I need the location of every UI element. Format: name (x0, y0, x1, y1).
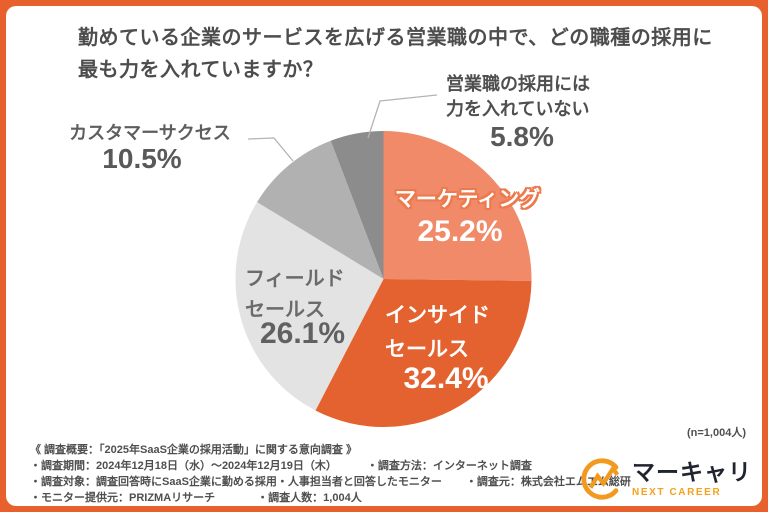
survey-count: ・調査人数：1,004人 (257, 492, 362, 504)
label-inside-sales-line2: セールス (385, 338, 469, 361)
survey-summary: 《 調査概要：「2025年SaaS企業の採用活動」に関する意向調査 》 ・調査期… (30, 442, 631, 506)
label-field-sales-line1: フィールド (245, 268, 345, 290)
label-marketing: マーケティング (394, 188, 541, 211)
survey-monitor: ・モニター提供元：PRIZMAリサーチ (30, 492, 216, 504)
value-marketing: 25.2% (417, 215, 503, 248)
title-line-2: 最も力を入れていますか？ (78, 59, 324, 81)
label-customer-success: カスタマーサクセス (69, 123, 231, 143)
title-line-1: 勤めている企業のサービスを広げる営業職の中で、どの職種の採用に (78, 27, 713, 49)
label-field-sales: フィールド セールス (245, 264, 345, 326)
survey-period: ・調査期間：2024年12月18日（水）～2024年12月19日（木） (30, 460, 337, 472)
logo-subtitle: NEXT CAREER (632, 486, 722, 498)
page-title: 勤めている企業のサービスを広げる営業職の中で、どの職種の採用に 最も力を入れてい… (78, 22, 738, 86)
logo-brand-name: マーキャリ (632, 458, 752, 485)
label-no-focus-line2: 力を入れていない (446, 99, 590, 119)
label-no-focus: 営業職の採用には 力を入れていない (437, 72, 616, 122)
survey-method: ・調査方法：インターネット調査 (366, 460, 532, 472)
brand-logo: マーキャリ NEXT CAREER (579, 456, 752, 502)
label-inside-sales: インサイド セールス (385, 299, 490, 367)
survey-summary-heading: 《 調査概要：「2025年SaaS企業の採用活動」に関する意向調査 》 (30, 444, 357, 456)
value-customer-success: 10.5% (102, 143, 182, 174)
value-inside-sales: 32.4% (403, 362, 489, 395)
logo-mark-icon (581, 458, 620, 500)
value-no-focus: 5.8% (490, 121, 554, 152)
sample-size-note: (n=1,004人) (687, 427, 746, 439)
label-field-sales-line2: セールス (245, 299, 325, 321)
value-field-sales: 26.1% (259, 317, 346, 350)
label-no-focus-line1: 営業職の採用には (446, 74, 590, 94)
survey-target: ・調査対象：調査回答時にSaaS企業に勤める採用・人事担当者と回答したモニター (30, 476, 442, 488)
label-inside-sales-line1: インサイド (385, 304, 490, 327)
